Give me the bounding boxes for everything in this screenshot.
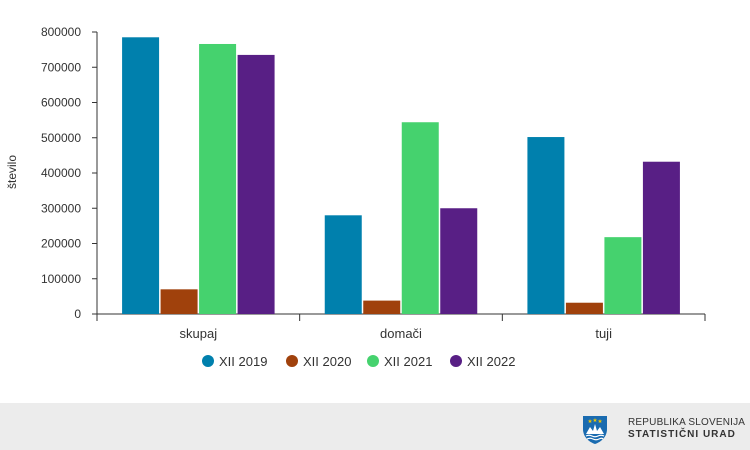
bar[interactable] bbox=[199, 43, 237, 315]
institution-name: REPUBLIKA SLOVENIJA STATISTIČNI URAD bbox=[628, 417, 745, 441]
y-tick-label: 700000 bbox=[41, 60, 81, 74]
bar[interactable] bbox=[604, 237, 642, 314]
y-tick-label: 800000 bbox=[41, 25, 81, 39]
bar[interactable] bbox=[440, 208, 478, 314]
x-axis: skupaj domači tuji bbox=[96, 313, 706, 341]
bar[interactable] bbox=[401, 122, 439, 315]
legend-label: XII 2022 bbox=[467, 354, 515, 369]
y-axis-title: število bbox=[5, 155, 19, 189]
chart-area: 0 100000 200000 300000 400000 500000 600000 700… bbox=[5, 25, 706, 369]
y-tick-label: 100000 bbox=[41, 272, 81, 286]
legend-label: XII 2020 bbox=[303, 354, 351, 369]
bar[interactable] bbox=[324, 215, 362, 314]
x-category-label: domači bbox=[380, 326, 422, 341]
legend-marker bbox=[450, 355, 462, 367]
bar[interactable] bbox=[363, 300, 401, 314]
bar[interactable] bbox=[642, 161, 680, 314]
legend-marker bbox=[367, 355, 379, 367]
x-category-label: tuji bbox=[595, 326, 612, 341]
bar[interactable] bbox=[122, 37, 160, 314]
footer-bar: REPUBLIKA SLOVENIJA STATISTIČNI URAD bbox=[0, 403, 750, 450]
bar[interactable] bbox=[160, 289, 198, 314]
bar[interactable] bbox=[565, 302, 603, 314]
legend-item[interactable]: XII 2020 bbox=[286, 354, 351, 369]
y-tick-label: 500000 bbox=[41, 131, 81, 145]
bars-group bbox=[122, 37, 680, 315]
y-tick-label: 200000 bbox=[41, 237, 81, 251]
institution-line1: REPUBLIKA SLOVENIJA bbox=[628, 417, 746, 428]
y-tick-label: 600000 bbox=[41, 96, 81, 110]
institution-line2: STATISTIČNI URAD bbox=[628, 429, 736, 440]
legend-label: XII 2021 bbox=[384, 354, 432, 369]
y-tick-label: 0 bbox=[74, 307, 81, 321]
legend-item[interactable]: XII 2022 bbox=[450, 354, 515, 369]
bar[interactable] bbox=[237, 54, 275, 314]
bar-chart: 0 100000 200000 300000 400000 500000 600000 700… bbox=[5, 25, 706, 369]
slovenia-coat-of-arms-icon bbox=[583, 416, 607, 444]
legend-marker bbox=[202, 355, 214, 367]
y-tick-label: 300000 bbox=[41, 201, 81, 215]
y-axis: 0 100000 200000 300000 400000 500000 600000 700… bbox=[41, 25, 98, 321]
y-tick-label: 400000 bbox=[41, 166, 81, 180]
legend-marker bbox=[286, 355, 298, 367]
legend-item[interactable]: XII 2021 bbox=[367, 354, 432, 369]
bar[interactable] bbox=[527, 137, 565, 314]
legend[interactable]: XII 2019 XII 2020 XII 2021 XII 2022 bbox=[202, 354, 515, 369]
x-category-label: skupaj bbox=[180, 326, 218, 341]
legend-item[interactable]: XII 2019 bbox=[202, 354, 267, 369]
legend-label: XII 2019 bbox=[219, 354, 267, 369]
